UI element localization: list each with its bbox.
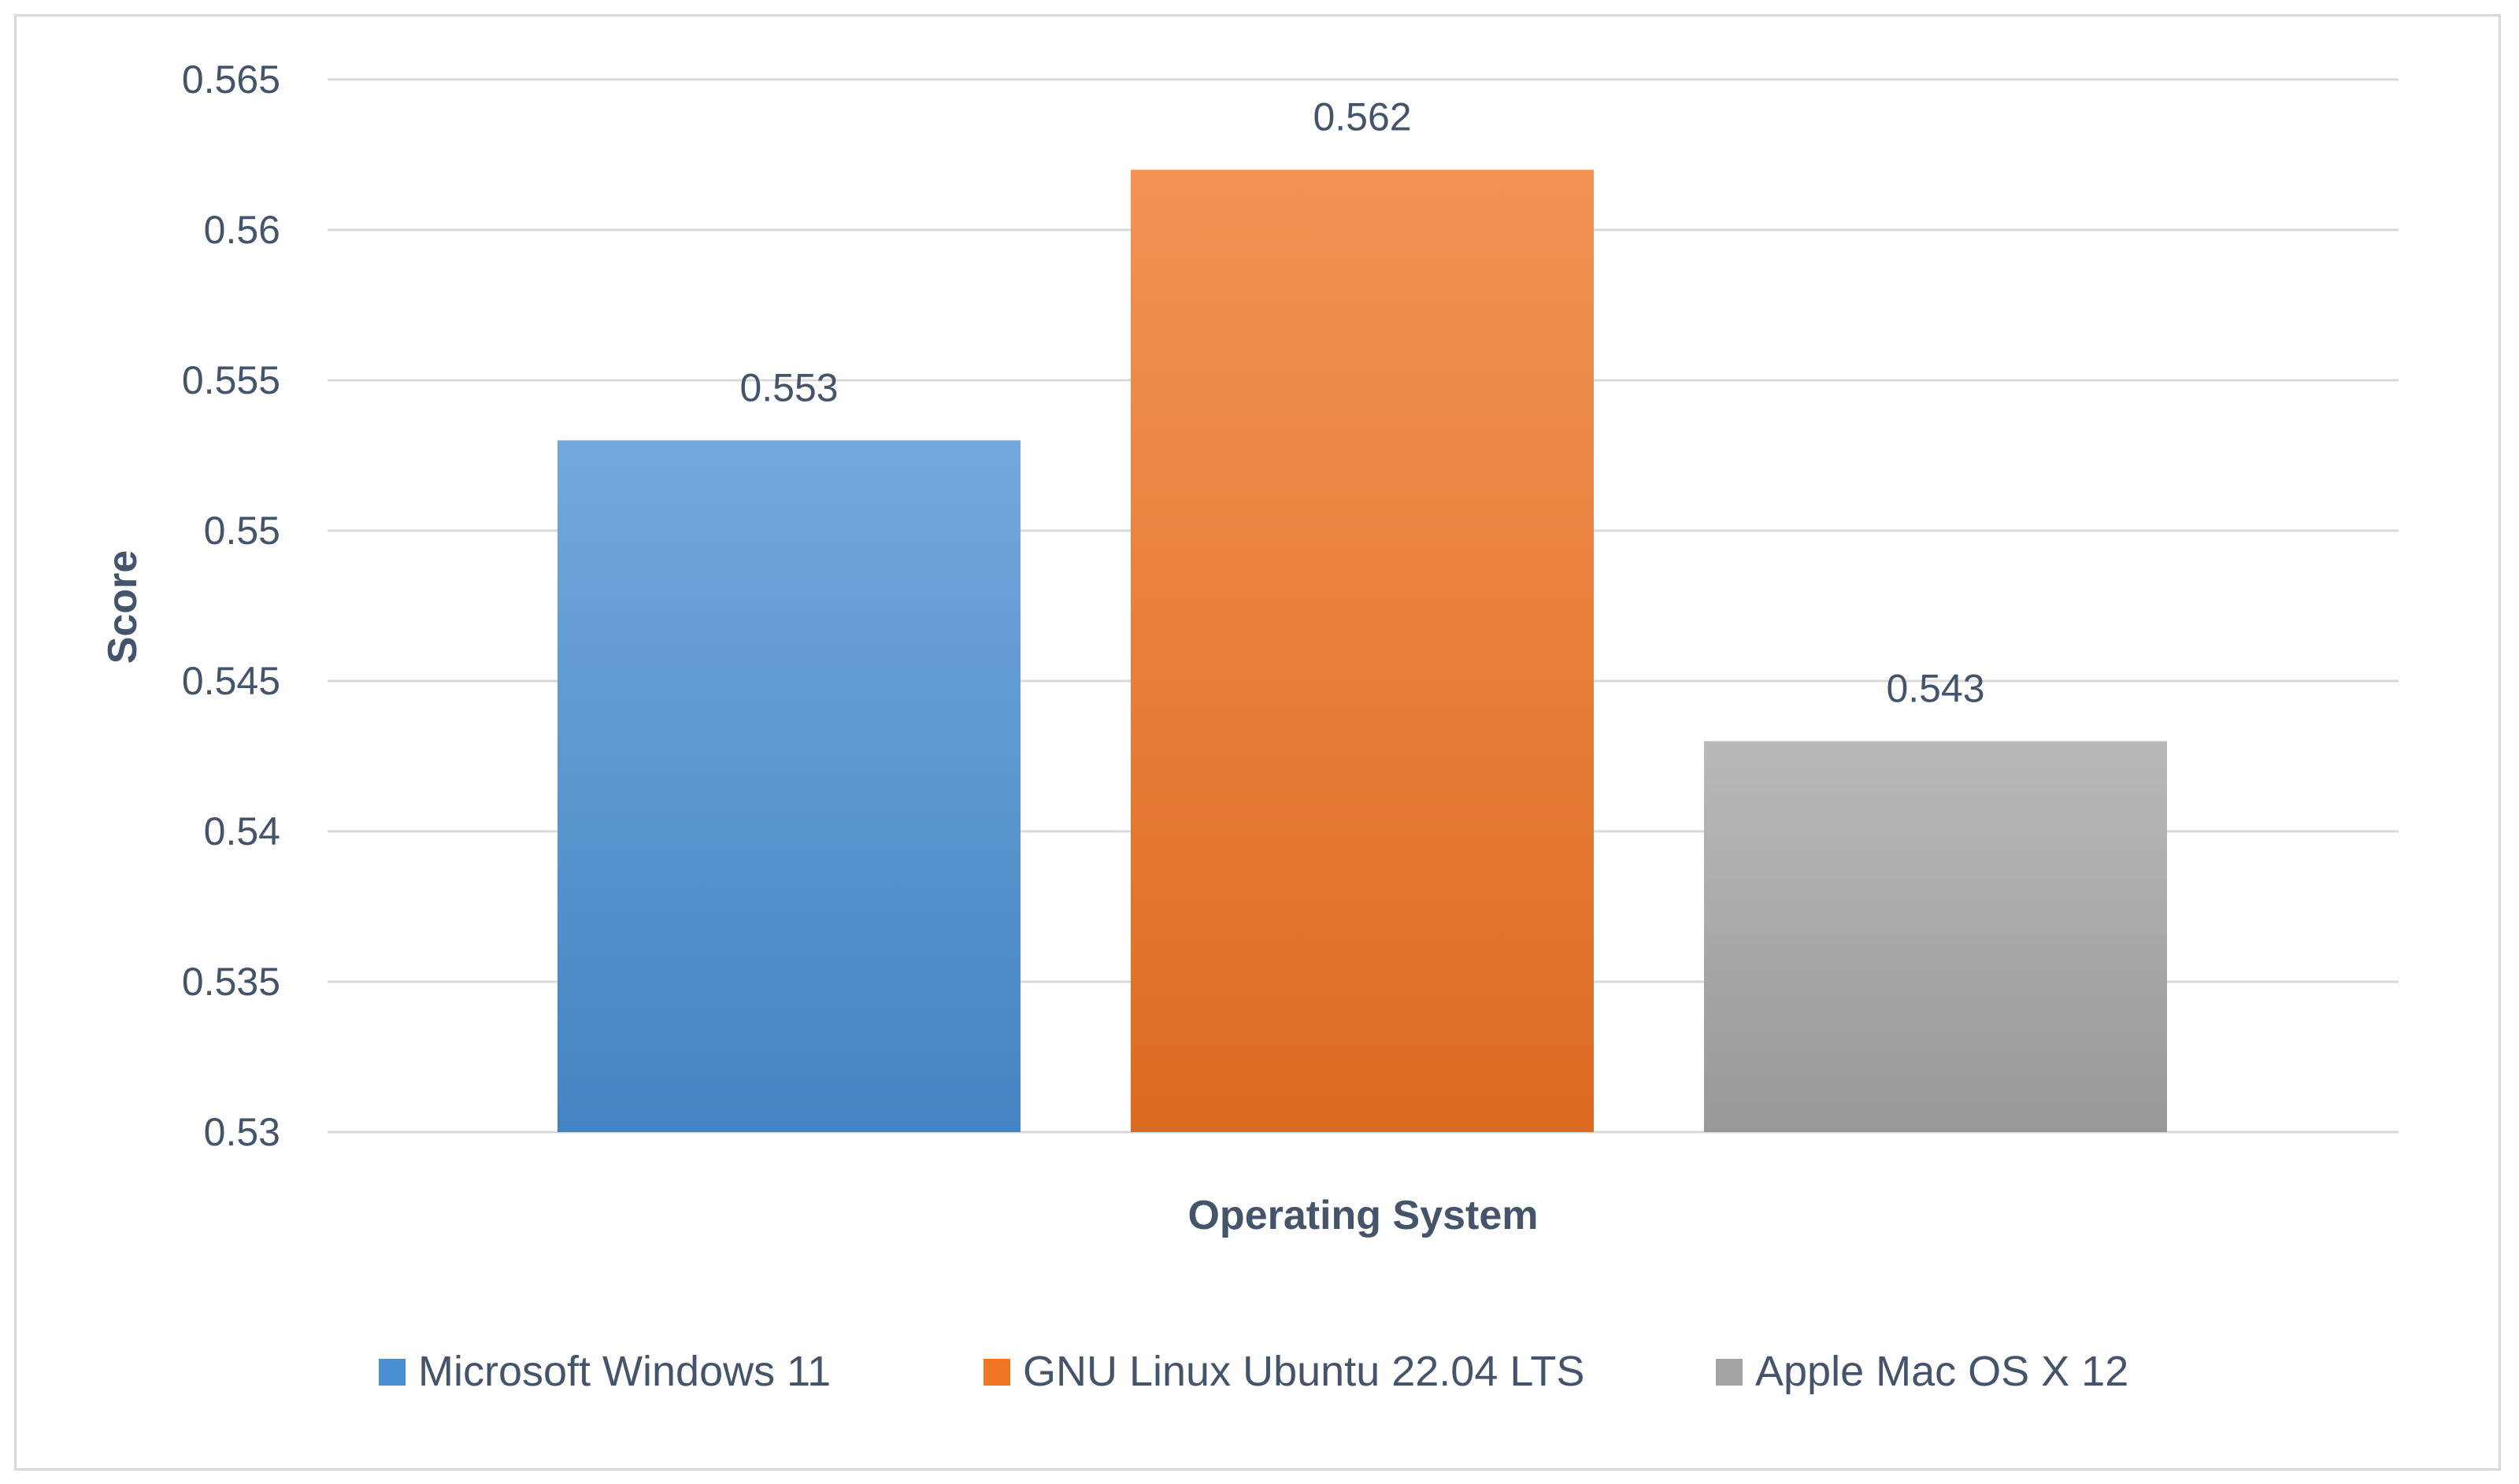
y-tick-label: 0.565 xyxy=(182,57,280,102)
y-axis-ticks: 0.565 0.56 0.555 0.55 0.545 0.54 0.535 0.53 xyxy=(182,57,280,1154)
bar-chart: 0.565 0.56 0.555 0.55 0.545 0.54 0.535 0.53 0.5… xyxy=(100,57,2399,1395)
legend-swatch xyxy=(1716,1359,1743,1386)
legend-label: GNU Linux Ubuntu 22.04 LTS xyxy=(1023,1348,1584,1395)
y-tick-label: 0.555 xyxy=(182,358,280,402)
bar xyxy=(1131,169,1594,1133)
bar xyxy=(558,440,1021,1132)
y-tick-label: 0.53 xyxy=(204,1110,280,1154)
y-tick-label: 0.56 xyxy=(204,208,280,252)
data-labels: 0.553 0.562 0.543 xyxy=(739,95,1984,711)
legend-label: Microsoft Windows 11 xyxy=(418,1348,831,1395)
bars xyxy=(558,169,2167,1133)
x-axis-title: Operating System xyxy=(1187,1193,1538,1238)
y-axis-title: Score xyxy=(100,550,146,664)
chart-frame: 0.565 0.56 0.555 0.55 0.545 0.54 0.535 0.53 0.5… xyxy=(14,14,2501,1471)
legend: Microsoft Windows 11 GNU Linux Ubuntu 22.… xyxy=(379,1348,2128,1395)
y-tick-label: 0.54 xyxy=(204,809,280,853)
y-tick-label: 0.545 xyxy=(182,659,280,703)
data-label: 0.553 xyxy=(739,365,838,409)
legend-swatch xyxy=(984,1359,1010,1386)
bar xyxy=(1704,741,2167,1132)
legend-swatch xyxy=(379,1359,406,1386)
y-tick-label: 0.535 xyxy=(182,960,280,1004)
y-tick-label: 0.55 xyxy=(204,509,280,553)
data-label: 0.543 xyxy=(1886,666,1984,710)
legend-label: Apple Mac OS X 12 xyxy=(1755,1348,2128,1395)
data-label: 0.562 xyxy=(1313,95,1411,139)
